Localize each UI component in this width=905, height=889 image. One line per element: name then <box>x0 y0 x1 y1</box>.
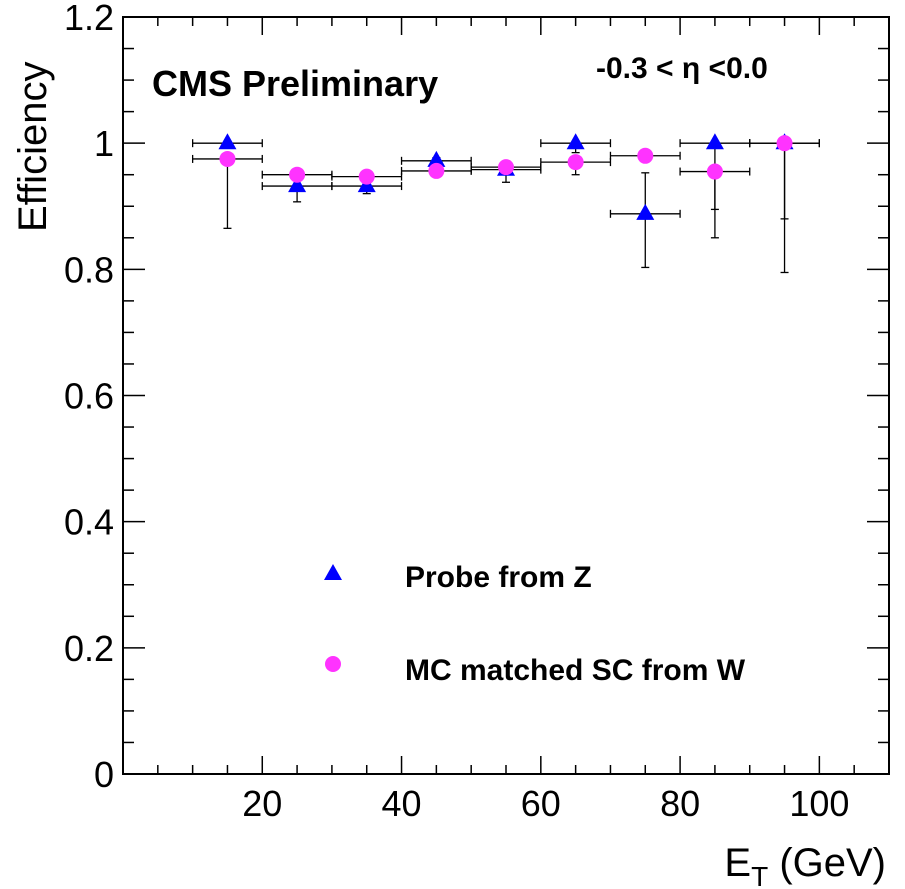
y-tick-label: 1.2 <box>64 0 114 38</box>
x-axis-title-main: E <box>724 841 751 885</box>
x-axis-title-unit: (GeV) <box>768 841 886 885</box>
x-tick-label: 40 <box>382 783 422 824</box>
legend-circle-marker <box>325 656 341 672</box>
data-point-probe-from-z <box>288 176 307 193</box>
legend: Probe from Z MC matched SC from W <box>324 561 746 687</box>
experiment-label: CMS Preliminary <box>152 63 438 104</box>
axis-ticks <box>123 17 889 774</box>
region-label: -0.3 < η <0.0 <box>596 52 768 85</box>
y-tick-label: 0.4 <box>64 502 114 543</box>
data-point-mc-matched-sc <box>776 135 793 152</box>
legend-label-probe-from-z: Probe from Z <box>405 561 592 594</box>
data-point-probe-from-z <box>427 150 446 167</box>
data-point-mc-matched-sc <box>289 166 306 183</box>
data-markers <box>218 133 794 220</box>
y-tick-label: 0.8 <box>64 249 114 290</box>
y-tick-label: 0.6 <box>64 376 114 417</box>
x-tick-labels: 20 40 60 80 100 <box>242 783 849 824</box>
data-point-mc-matched-sc <box>498 159 514 176</box>
data-point-mc-matched-sc <box>219 150 236 167</box>
data-point-mc-matched-sc <box>637 147 654 164</box>
y-tick-label: 1 <box>94 123 114 164</box>
data-point-probe-from-z <box>636 203 655 220</box>
data-point-mc-matched-sc <box>358 168 375 185</box>
legend-label-mc-matched: MC matched SC from W <box>405 654 746 687</box>
x-axis-title: ET (GeV) <box>724 841 886 889</box>
data-point-mc-matched-sc <box>428 162 445 179</box>
data-point-mc-matched-sc <box>567 154 584 171</box>
y-axis-title: Efficiency <box>11 62 55 232</box>
data-point-probe-from-z <box>218 133 237 150</box>
x-tick-label: 20 <box>242 783 282 824</box>
plot-frame <box>122 16 890 775</box>
y-tick-label: 0.2 <box>64 628 114 669</box>
data-point-probe-from-z <box>566 133 585 150</box>
x-tick-label: 60 <box>521 783 561 824</box>
data-point-mc-matched-sc <box>706 163 723 180</box>
x-axis-title-subscript: T <box>751 861 768 889</box>
data-point-probe-from-z <box>705 133 724 150</box>
x-tick-label: 100 <box>789 783 849 824</box>
legend-triangle-marker <box>324 564 342 580</box>
y-tick-label: 0 <box>94 754 114 795</box>
y-tick-labels: 0 0.2 0.4 0.6 0.8 1 1.2 <box>64 0 114 795</box>
x-tick-label: 80 <box>660 783 700 824</box>
